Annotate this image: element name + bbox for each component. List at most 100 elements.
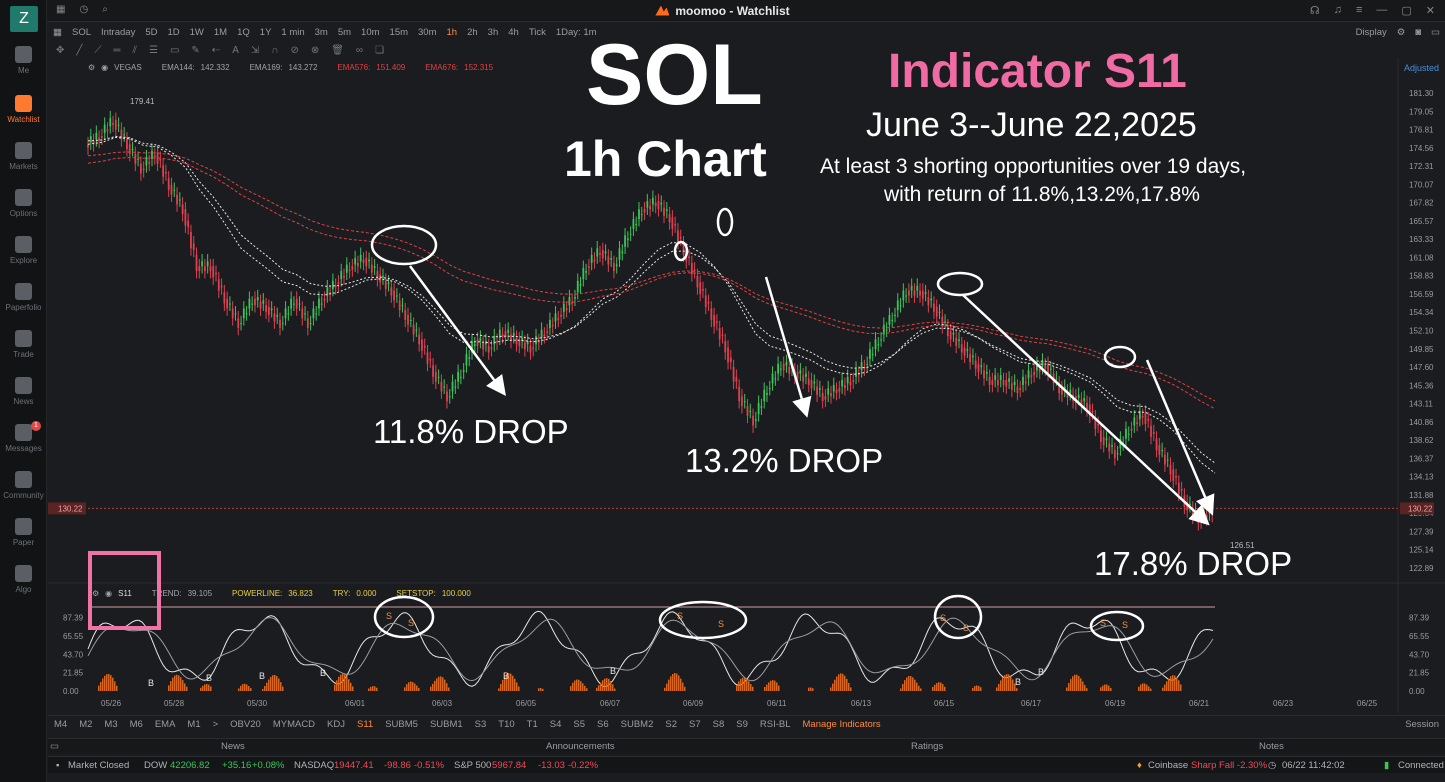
maximize-icon[interactable]: ▢ — [1401, 5, 1412, 17]
sidebar-item-algo[interactable]: Algo — [0, 565, 47, 594]
grid-small-icon[interactable]: ▦ — [53, 27, 62, 38]
trash-icon[interactable]: 🗑 — [331, 44, 344, 56]
settings-icon[interactable]: ⚙ — [1396, 27, 1406, 38]
text-icon[interactable]: A — [232, 44, 239, 56]
bell-icon[interactable]: ♫ — [1333, 4, 1342, 16]
fib-icon[interactable]: ☰ — [148, 44, 158, 56]
history-icon[interactable]: ◷ — [79, 4, 89, 15]
sidebar-item-watchlist[interactable]: Watchlist — [0, 95, 47, 124]
tf-intraday[interactable]: Intraday — [101, 27, 136, 38]
avatar[interactable]: Z — [10, 6, 38, 32]
session-button[interactable]: Session — [1405, 718, 1439, 730]
measure-icon[interactable]: ⇲ — [250, 44, 260, 56]
tf-1d[interactable]: 1D — [167, 27, 180, 38]
tf-1y[interactable]: 1Y — [259, 27, 272, 38]
nasdaq-label[interactable]: NASDAQ — [294, 760, 335, 771]
indicator-tab-mymacd[interactable]: MYMACD — [272, 718, 316, 730]
sidebar-item-paper[interactable]: Paper — [0, 518, 47, 547]
tf-5m[interactable]: 5m — [337, 27, 352, 38]
main-indicator-name[interactable]: VEGAS — [114, 63, 142, 72]
sidebar-item-markets[interactable]: Markets — [0, 142, 47, 171]
indicator-tab-s9[interactable]: S9 — [736, 718, 748, 730]
tf-15m[interactable]: 15m — [389, 27, 409, 38]
indicator-tab-s11[interactable]: S11 — [357, 718, 374, 730]
monitor-icon[interactable]: ▭ — [50, 741, 59, 752]
sidebar-item-news[interactable]: News — [0, 377, 47, 406]
tf-tick[interactable]: Tick — [528, 27, 546, 38]
link-icon[interactable]: ∞ — [355, 44, 364, 56]
eye-icon[interactable]: ◉ — [101, 63, 109, 72]
tf-1q[interactable]: 1Q — [237, 27, 250, 38]
camera-icon[interactable]: ◙ — [1415, 27, 1422, 38]
search-icon[interactable]: ⌕ — [102, 4, 108, 15]
tf-30m[interactable]: 30m — [418, 27, 437, 38]
arrow-icon[interactable]: ⇠ — [211, 44, 221, 56]
indicator-tab-s4[interactable]: S4 — [549, 718, 562, 730]
manage-indicators-button[interactable]: Manage Indicators — [802, 718, 881, 730]
pen-icon[interactable]: ✎ — [191, 44, 200, 56]
tf-1day-1m[interactable]: 1Day: 1m — [555, 27, 597, 38]
alert-text[interactable]: Sharp Fall -2.30% — [1191, 760, 1268, 771]
tf-4h[interactable]: 4h — [508, 27, 519, 38]
news-tab[interactable]: News — [221, 741, 245, 752]
eye-icon[interactable]: ◉ — [105, 589, 113, 598]
magnet-icon[interactable]: ∩ — [271, 44, 279, 56]
indicator-tab-m1[interactable]: M1 — [187, 718, 201, 730]
indicator-tab-m2[interactable]: M2 — [79, 718, 93, 730]
sidebar-item-explore[interactable]: Explore — [0, 236, 47, 265]
tf-1h[interactable]: 1h — [446, 27, 458, 38]
headset-icon[interactable]: ☊ — [1309, 5, 1320, 17]
channel-icon[interactable]: ⫽ — [132, 44, 137, 56]
tf-3m[interactable]: 3m — [314, 27, 328, 38]
indicator-tab-m6[interactable]: M6 — [129, 718, 143, 730]
indicator-tab-subm1[interactable]: SUBM1 — [429, 718, 463, 730]
grid-icon[interactable]: ▦ — [56, 4, 66, 15]
close-icon[interactable]: ✕ — [1425, 5, 1435, 17]
menu-icon[interactable]: ≡ — [1355, 4, 1363, 16]
sidebar-item-paperfolio[interactable]: Paperfolio — [0, 283, 47, 312]
hline-icon[interactable]: ═ — [113, 44, 121, 56]
minimize-icon[interactable]: — — [1376, 4, 1388, 16]
alert-source[interactable]: Coinbase — [1148, 760, 1189, 771]
indicator-tab-obv20[interactable]: OBV20 — [230, 718, 261, 730]
indicator-tab-t10[interactable]: T10 — [498, 718, 515, 730]
indicator-tab-kdj[interactable]: KDJ — [327, 718, 345, 730]
indicator-tab-m3[interactable]: M3 — [104, 718, 118, 730]
indicator-tab-subm2[interactable]: SUBM2 — [620, 718, 654, 730]
indicator-tab-s3[interactable]: S3 — [474, 718, 487, 730]
indicator-tab-ema[interactable]: EMA — [154, 718, 176, 730]
announcements-tab[interactable]: Announcements — [546, 741, 615, 752]
indicator-tab-x[interactable]: > — [212, 718, 219, 730]
sidebar-item-options[interactable]: Options — [0, 189, 47, 218]
layers-icon[interactable]: ❏ — [375, 44, 385, 56]
sp500-label[interactable]: S&P 500 — [454, 760, 492, 771]
settings-icon[interactable]: ⚙ — [88, 63, 96, 72]
rect-icon[interactable]: ▭ — [169, 44, 180, 56]
sidebar-item-me[interactable]: Me — [0, 46, 47, 75]
sidebar-item-messages[interactable]: 1 Messages — [0, 421, 47, 453]
settings-icon[interactable]: ⚙ — [92, 589, 100, 598]
eye-icon[interactable]: ⊘ — [290, 44, 299, 56]
tf-1m[interactable]: 1M — [213, 27, 228, 38]
dow-label[interactable]: DOW — [144, 760, 168, 771]
tf-10m[interactable]: 10m — [361, 27, 380, 38]
tf-1min[interactable]: 1 min — [281, 27, 305, 38]
notes-tab[interactable]: Notes — [1259, 741, 1284, 752]
tf-3h[interactable]: 3h — [487, 27, 499, 38]
indicator-tab-s7[interactable]: S7 — [689, 718, 701, 730]
adjusted-toggle[interactable]: Adjusted — [1403, 63, 1439, 73]
trendline-icon[interactable]: ⟋ — [94, 44, 102, 56]
sub-indicator-name[interactable]: S11 — [118, 589, 132, 598]
ratings-tab[interactable]: Ratings — [911, 741, 944, 752]
indicator-tab-t1[interactable]: T1 — [526, 718, 538, 730]
indicator-tab-s6[interactable]: S6 — [597, 718, 609, 730]
window-icon[interactable]: ▭ — [1431, 27, 1440, 38]
indicator-tab-subm5[interactable]: SUBM5 — [385, 718, 418, 730]
sidebar-item-trade[interactable]: Trade — [0, 330, 47, 359]
sidebar-item-community[interactable]: Community — [0, 471, 47, 500]
tf-5d[interactable]: 5D — [145, 27, 158, 38]
line-tool-icon[interactable]: ╱ — [76, 44, 83, 56]
display-dropdown[interactable]: Display — [1355, 27, 1387, 38]
crosshair-icon[interactable]: ✥ — [56, 44, 65, 56]
